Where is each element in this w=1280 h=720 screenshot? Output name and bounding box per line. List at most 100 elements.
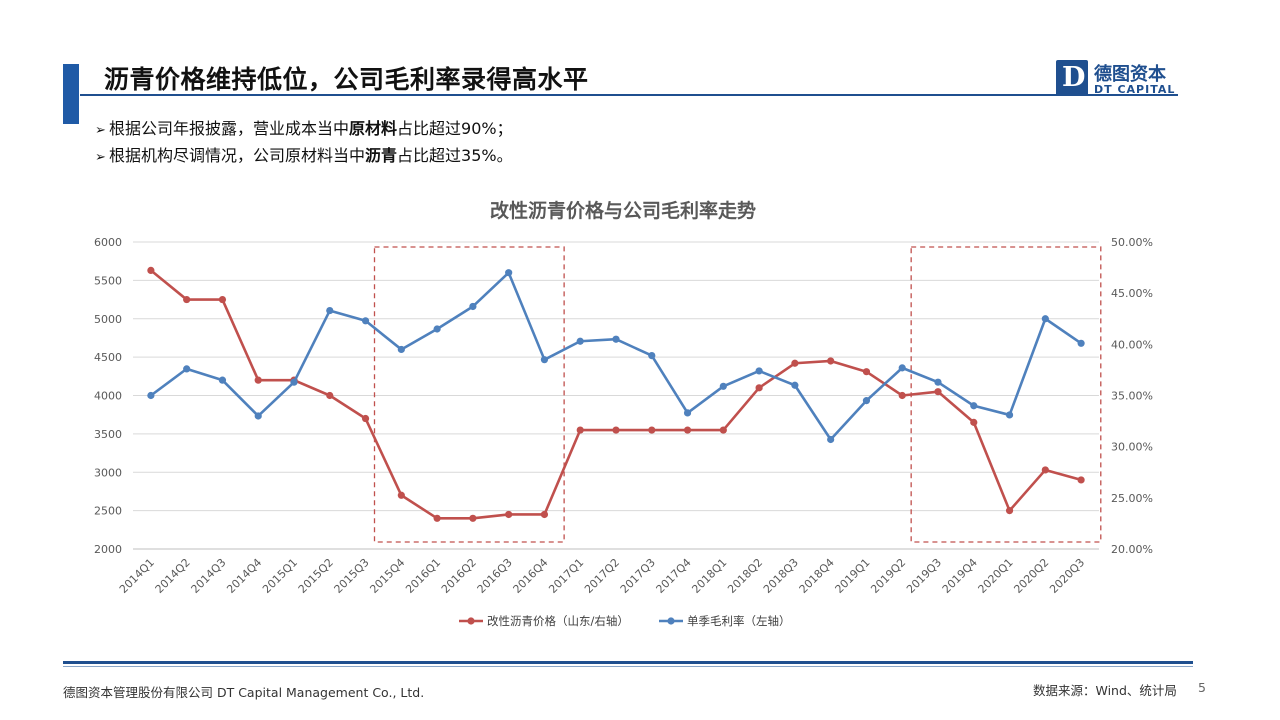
bullet-text: 根据机构尽调情况，公司原材料当中 [109, 146, 366, 165]
data-point [934, 378, 942, 386]
bullet-text: 占比超过90%； [397, 119, 513, 138]
x-tick-label: 2015Q3 [332, 556, 372, 596]
data-point [576, 337, 584, 345]
title-accent-bar [63, 64, 79, 124]
data-point [1005, 411, 1014, 419]
footer-divider [63, 661, 1193, 664]
data-point [970, 402, 978, 410]
left-tick-label: 5500 [94, 274, 122, 287]
legend-label: 单季毛利率（左轴） [687, 614, 791, 628]
x-tick-label: 2017Q2 [582, 556, 622, 596]
x-tick-label: 2015Q4 [367, 556, 407, 596]
right-tick-label: 35.00% [1111, 390, 1153, 403]
data-point [361, 414, 370, 423]
right-tick-label: 40.00% [1111, 338, 1153, 351]
data-point [433, 514, 441, 522]
data-point [612, 335, 620, 343]
bullet-arrow-icon: ➢ [95, 150, 106, 165]
right-tick-label: 50.00% [1111, 236, 1153, 249]
data-point [397, 491, 405, 499]
bullet-text: 根据公司年报披露，营业成本当中 [109, 119, 350, 138]
data-point [576, 426, 584, 434]
data-point [290, 378, 298, 386]
x-tick-label: 2016Q3 [475, 556, 515, 596]
logo-mark: D [1056, 60, 1088, 96]
data-point [540, 356, 549, 364]
data-point [147, 391, 155, 400]
page-title: 沥青价格维持低位，公司毛利率录得高水平 [104, 65, 589, 94]
bullet-bold-text: 沥青 [365, 146, 398, 165]
bullet-text: 占比超过35%。 [397, 146, 513, 165]
bullet-list: ➢ 根据公司年报披露，营业成本当中原材料占比超过90%； ➢ 根据机构尽调情况，公司… [95, 116, 513, 170]
x-axis-ticks: 2014Q12014Q22014Q32014Q42015Q12015Q22015… [117, 556, 1087, 596]
x-tick-label: 2018Q3 [761, 556, 801, 596]
x-tick-label: 2017Q1 [546, 556, 586, 596]
data-point [648, 351, 656, 360]
data-point [898, 391, 906, 400]
x-tick-label: 2018Q1 [689, 556, 729, 596]
data-point [719, 382, 727, 390]
bullet-item: ➢ 根据公司年报披露，营业成本当中原材料占比超过90%； [95, 116, 513, 143]
bullet-arrow-icon: ➢ [95, 123, 106, 138]
data-source: 数据来源：Wind、统计局 [1033, 683, 1177, 698]
data-point [827, 435, 835, 444]
x-tick-label: 2014Q4 [224, 556, 264, 596]
data-point [505, 510, 513, 519]
data-point [648, 426, 656, 434]
data-point [683, 409, 692, 417]
chart-legend: 改性沥青价格（山东/右轴） 单季毛利率（左轴） [459, 614, 791, 628]
data-point [397, 345, 405, 354]
x-tick-label: 2016Q1 [403, 556, 443, 596]
x-tick-label: 2014Q2 [153, 556, 193, 596]
data-point [612, 426, 620, 434]
x-tick-label: 2016Q4 [511, 556, 551, 596]
series-line [150, 269, 1082, 520]
page-number: 5 [1198, 680, 1206, 695]
x-tick-label: 2017Q3 [618, 556, 658, 596]
chart-series [147, 266, 1085, 522]
data-point [469, 302, 477, 311]
data-point [1005, 507, 1014, 515]
data-point [1077, 339, 1085, 347]
data-point [1041, 466, 1049, 474]
x-tick-label: 2015Q1 [260, 556, 300, 596]
data-point [218, 376, 227, 384]
data-point [862, 368, 871, 376]
left-tick-label: 6000 [94, 236, 122, 249]
right-axis-ticks: 20.00% 25.00% 30.00% 35.00% 40.00% 45.00% 50.0… [1111, 236, 1153, 556]
logo-name-en: DT CAPITAL [1094, 83, 1176, 96]
x-tick-label: 2015Q2 [296, 556, 336, 596]
chart-figure: 改性沥青价格与公司毛利率走势 2000 2500 3000 3500 4000 4500 5… [94, 199, 1153, 628]
data-point [326, 306, 334, 315]
legend-label: 改性沥青价格（山东/右轴） [487, 614, 629, 628]
data-point [1077, 476, 1085, 484]
legend-swatch-marker [667, 617, 675, 625]
data-point [898, 364, 906, 372]
data-point [361, 317, 370, 325]
data-point [505, 269, 513, 277]
data-point [791, 381, 799, 389]
x-tick-label: 2020Q3 [1047, 556, 1087, 596]
x-tick-label: 2014Q3 [189, 556, 229, 596]
left-axis-ticks: 2000 2500 3000 3500 4000 4500 5000 5500 6000 [94, 236, 122, 556]
right-tick-label: 45.00% [1111, 287, 1153, 300]
right-tick-label: 20.00% [1111, 543, 1153, 556]
left-tick-label: 2500 [94, 505, 122, 518]
x-tick-label: 2019Q1 [833, 556, 873, 596]
data-point [755, 384, 763, 392]
legend-swatch-marker [467, 617, 475, 625]
left-tick-label: 2000 [94, 543, 122, 556]
data-point [827, 357, 835, 365]
data-point [183, 295, 191, 304]
logo-name-cn: 德图资本 [1094, 64, 1166, 85]
data-point [147, 266, 155, 274]
x-tick-label: 2018Q4 [797, 556, 837, 596]
data-point [218, 295, 227, 304]
data-point [1041, 315, 1049, 323]
right-tick-label: 30.00% [1111, 441, 1153, 454]
company-logo: D 德图资本 DT CAPITAL [1056, 60, 1186, 100]
x-tick-label: 2020Q1 [976, 556, 1016, 596]
left-tick-label: 3500 [94, 428, 122, 441]
data-point [254, 412, 262, 420]
title-divider [80, 94, 1178, 96]
